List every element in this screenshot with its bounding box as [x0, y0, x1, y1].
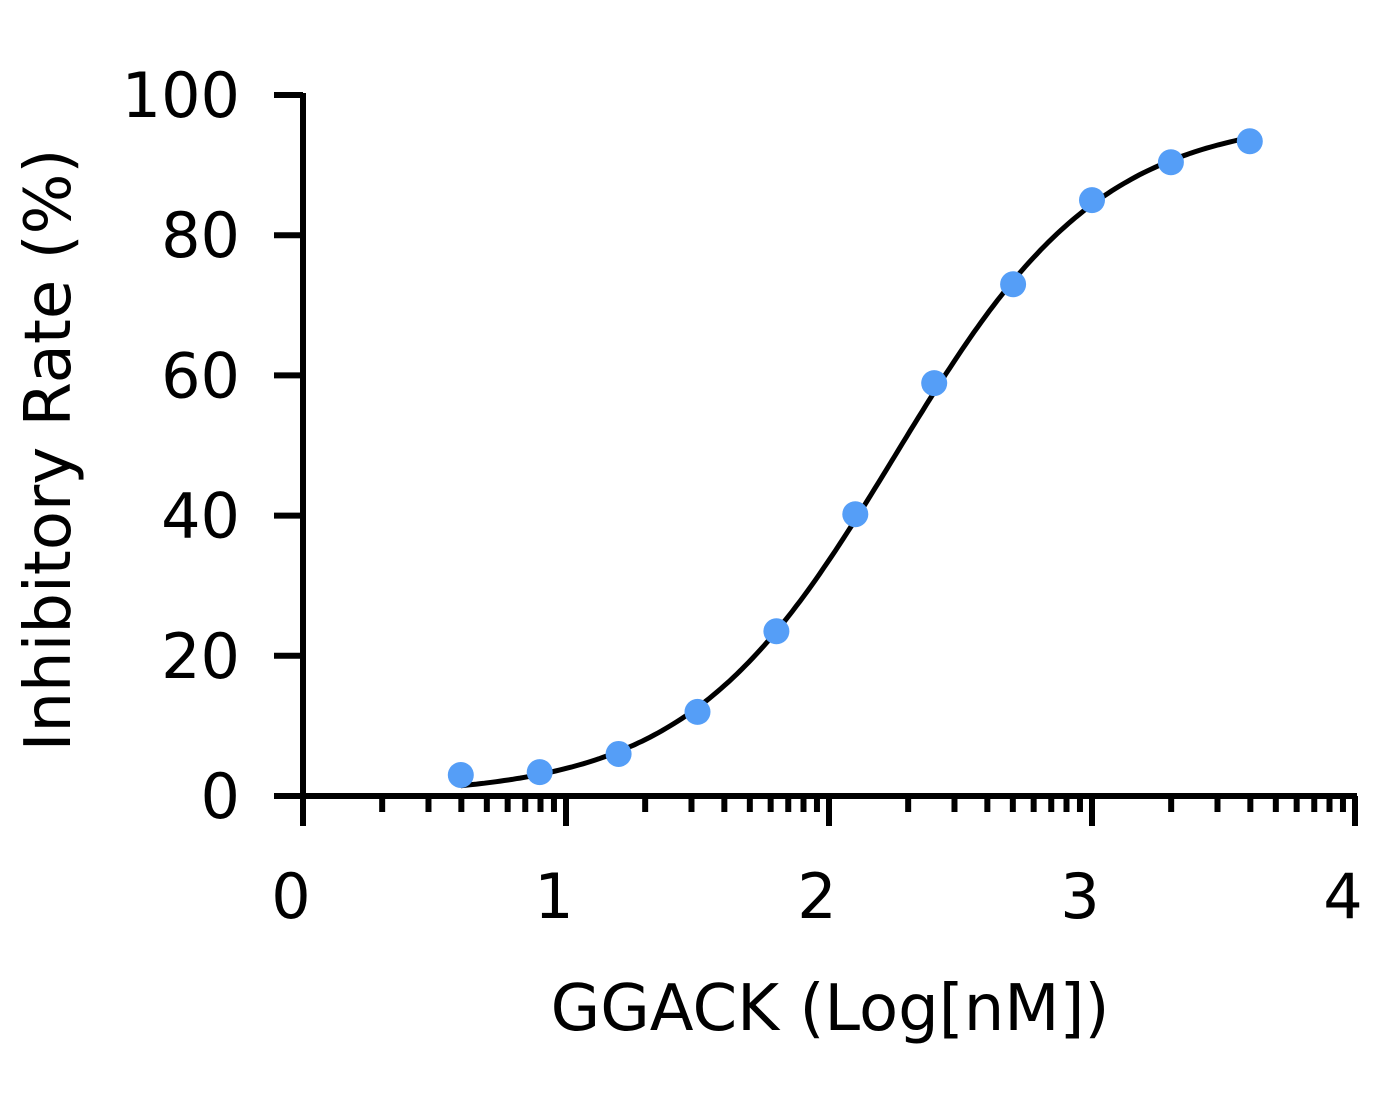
data-point	[605, 740, 632, 767]
axes	[274, 92, 1358, 826]
x-tick-label: 0	[271, 860, 310, 933]
data-point	[763, 618, 790, 645]
data-point	[1157, 149, 1184, 176]
x-axis-label: GGACK (Log[nM])	[551, 972, 1110, 1046]
y-tick-label: 80	[161, 199, 240, 272]
x-tick-label: 3	[1060, 860, 1099, 933]
fit-curve	[460, 135, 1251, 789]
x-tick-label: 1	[534, 860, 573, 933]
data-point	[526, 759, 553, 786]
data-point	[1000, 271, 1027, 298]
y-tick-label: 0	[201, 760, 240, 833]
y-tick-label: 100	[122, 59, 240, 132]
data-point	[1236, 128, 1263, 155]
x-tick-label: 4	[1323, 860, 1362, 933]
data-point	[842, 501, 869, 528]
tick-labels: 0 20 40 60 80 100 0 1 2 3 4	[122, 59, 1363, 933]
data-point	[684, 698, 711, 725]
y-tick-label: 40	[161, 480, 240, 553]
y-axis-label: Inhibitory Rate (%)	[12, 149, 86, 752]
y-tick-label: 60	[161, 339, 240, 412]
data-point	[921, 370, 948, 397]
x-tick-label: 2	[797, 860, 836, 933]
data-point	[1079, 187, 1105, 214]
y-tick-label: 20	[161, 620, 240, 693]
data-points	[447, 128, 1263, 788]
data-point	[447, 761, 474, 788]
